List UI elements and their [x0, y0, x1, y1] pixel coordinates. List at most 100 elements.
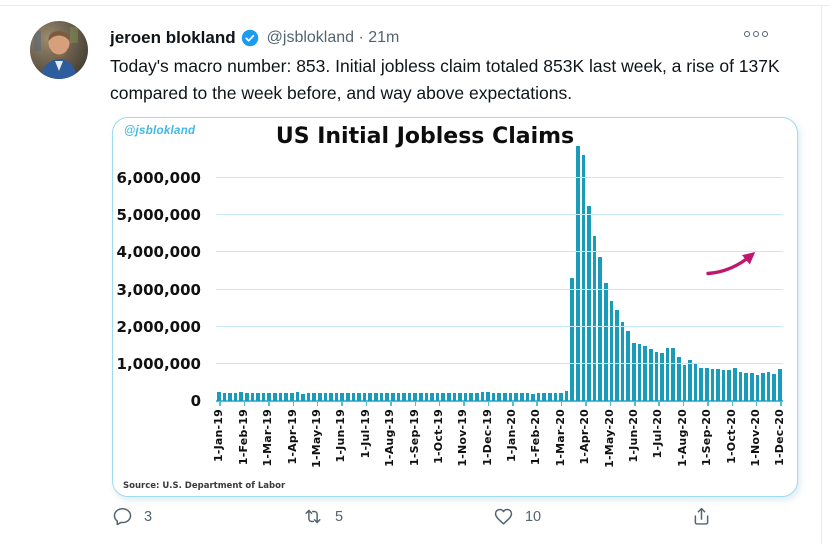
more-options-button[interactable]: [741, 28, 771, 40]
x-tick-label: 1-Nov-19: [456, 409, 470, 467]
bar: [581, 155, 586, 401]
x-tick-label: 1-Mar-20: [553, 409, 567, 467]
x-tick-mark: [243, 401, 246, 406]
bar: [250, 392, 255, 401]
share-button[interactable]: [691, 506, 712, 527]
x-tick-mark: [292, 401, 295, 406]
bar: [738, 371, 743, 401]
x-tick-mark: [365, 401, 368, 406]
y-tick-label: 2,000,000: [116, 317, 201, 336]
bar: [458, 393, 462, 401]
bar: [323, 392, 328, 401]
bar: [256, 392, 260, 401]
x-axis-ticks: [216, 401, 783, 407]
avatar[interactable]: [30, 21, 88, 79]
tweet-body-text: Today's macro number: 853. Initial joble…: [110, 56, 780, 103]
x-tick-mark: [634, 401, 636, 406]
bar: [228, 393, 232, 401]
bar: [531, 393, 535, 401]
bar: [688, 359, 692, 401]
handle-and-timestamp[interactable]: @jsblokland · 21m: [266, 29, 400, 46]
bar: [497, 392, 502, 401]
bar: [609, 301, 614, 401]
uptick-arrow-annotation: [706, 251, 756, 276]
bar: [705, 368, 709, 401]
bar: [273, 392, 277, 401]
gridline: [216, 288, 783, 290]
bar: [362, 393, 367, 401]
chart-title: US Initial Jobless Claims: [275, 124, 575, 149]
x-tick-label: 1-May-20: [602, 409, 616, 468]
x-axis-line: [216, 400, 783, 402]
x-tick-label: 1-Jan-20: [505, 409, 519, 463]
chart-source-note: Source: U.S. Department of Labor: [123, 481, 286, 491]
gridline: [216, 251, 783, 253]
bar: [559, 393, 563, 401]
bar: [245, 392, 249, 401]
x-tick-mark: [390, 401, 392, 406]
bar: [424, 392, 429, 401]
x-tick-label: 1-Jul-20: [651, 409, 665, 459]
y-tick-label: 6,000,000: [116, 169, 201, 188]
retweet-button[interactable]: 5: [302, 506, 343, 527]
x-tick-mark: [341, 401, 343, 406]
bar: [626, 330, 631, 401]
x-tick-mark: [487, 401, 490, 406]
x-tick-label: 1-Mar-19: [261, 409, 275, 467]
author-name[interactable]: jeroen blokland: [110, 28, 236, 47]
bar: [441, 393, 445, 401]
bar: [346, 392, 350, 401]
bar: [777, 369, 782, 401]
chart-image[interactable]: @jsblokland US Initial Jobless Claims 6,…: [112, 117, 798, 497]
dot-icon: [762, 31, 768, 37]
x-tick-mark: [682, 401, 685, 406]
bar: [334, 392, 339, 401]
tweet-header: jeroen blokland @jsblokland · 21m: [110, 26, 399, 50]
bar: [671, 347, 675, 401]
bar: [435, 393, 440, 401]
bar: [553, 392, 558, 401]
gridline: [216, 325, 783, 327]
heart-icon: [494, 508, 513, 525]
bar: [357, 392, 361, 401]
x-tick-label: 1-Aug-19: [383, 409, 397, 467]
dot-icon: [753, 31, 759, 37]
x-tick-mark: [268, 401, 270, 406]
x-tick-mark: [463, 401, 465, 406]
bar: [727, 369, 732, 401]
bar: [267, 392, 272, 401]
bar: [480, 392, 485, 401]
bar: [390, 392, 395, 401]
bar: [604, 283, 608, 401]
reply-button[interactable]: 3: [112, 506, 152, 527]
bar: [351, 392, 356, 401]
x-tick-label: 1-Apr-19: [285, 409, 299, 465]
bar: [233, 392, 238, 401]
bar: [430, 393, 434, 401]
bar: [570, 278, 574, 401]
bar: [693, 363, 698, 401]
y-tick-label: 4,000,000: [116, 243, 201, 262]
y-tick-label: 5,000,000: [116, 206, 201, 225]
bar: [637, 343, 642, 401]
bar: [699, 368, 704, 401]
chart-watermark: @jsblokland: [124, 125, 196, 137]
x-tick-label: 1-Feb-20: [529, 409, 543, 466]
avatar-photo: [30, 21, 88, 79]
bar: [469, 393, 474, 401]
bar: [643, 346, 647, 401]
gridline: [216, 214, 783, 216]
bar: [592, 236, 597, 401]
bar: [632, 342, 636, 401]
x-tick-mark: [731, 401, 734, 406]
bar: [519, 392, 524, 401]
x-tick-mark: [414, 401, 416, 406]
y-tick-label: 3,000,000: [116, 280, 201, 299]
like-button[interactable]: 10: [493, 506, 541, 527]
y-tick-label: 0: [190, 392, 201, 410]
bar: [654, 352, 659, 401]
bar: [508, 393, 513, 401]
bar: [396, 392, 401, 401]
bar: [755, 374, 760, 401]
gridline: [216, 362, 783, 364]
